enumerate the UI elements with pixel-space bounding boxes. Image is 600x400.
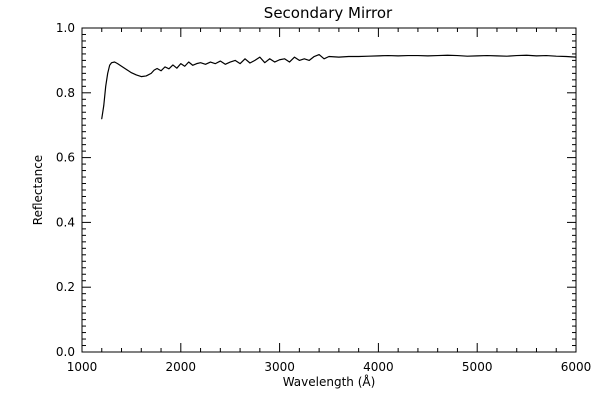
- plot-frame: [81, 27, 577, 353]
- x-tick-label: 3000: [264, 360, 295, 374]
- x-axis-ticks: [81, 28, 577, 352]
- y-axis-tick-labels: 0.0 0.2 0.4 0.6 0.8 1.0: [56, 21, 75, 359]
- x-tick-label: 1000: [67, 360, 98, 374]
- y-tick-label: 0.4: [56, 215, 75, 229]
- x-tick-label: 5000: [462, 360, 493, 374]
- y-tick-label: 0.8: [56, 86, 75, 100]
- x-tick-label: 6000: [561, 360, 592, 374]
- reflectance-series-line: [101, 53, 577, 120]
- y-axis-label: Reflectance: [31, 155, 45, 225]
- series-layer: [101, 53, 577, 120]
- y-tick-label: 0.2: [56, 280, 75, 294]
- x-axis-label: Wavelength (Å): [283, 374, 376, 389]
- x-tick-label: 2000: [166, 360, 197, 374]
- y-tick-label: 0.0: [56, 345, 75, 359]
- x-tick-label: 4000: [363, 360, 394, 374]
- y-tick-label: 0.6: [56, 151, 75, 165]
- x-axis-tick-labels: 1000 2000 3000 4000 5000 6000: [67, 360, 592, 374]
- y-axis-ticks: [82, 27, 576, 353]
- chart-title: Secondary Mirror: [264, 4, 393, 22]
- y-tick-label: 1.0: [56, 21, 75, 35]
